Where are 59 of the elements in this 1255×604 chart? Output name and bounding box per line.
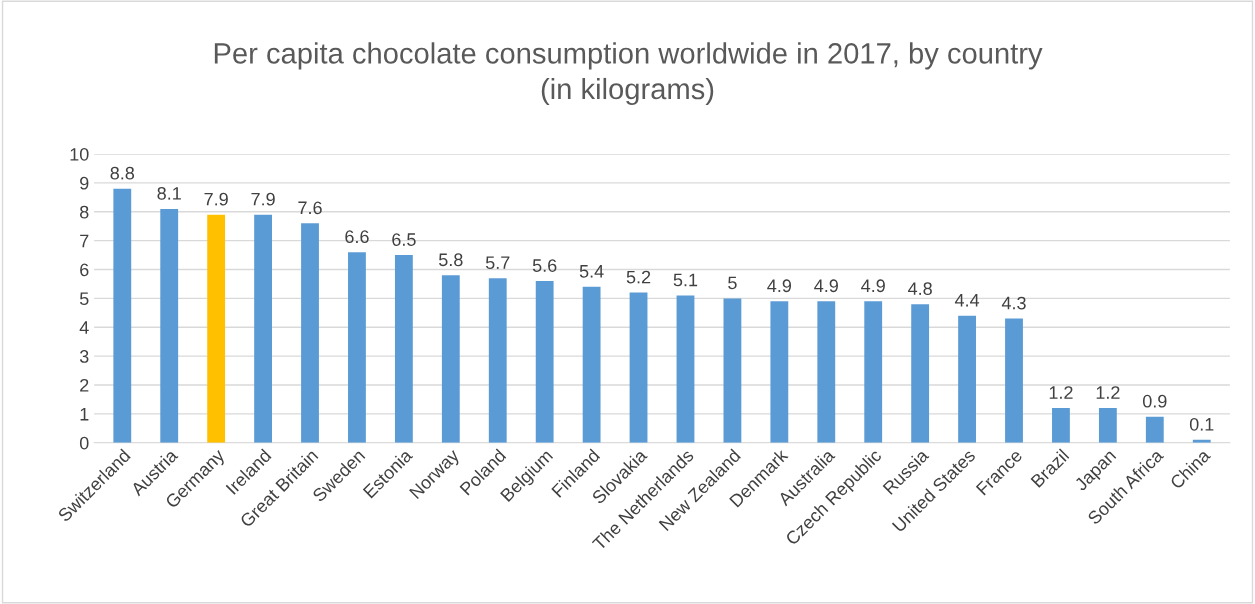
y-tick-label: 10 [70,147,89,161]
bar [207,214,226,443]
data-label: 6.6 [345,230,369,244]
data-label: 1.2 [1049,386,1073,399]
bar [160,208,179,443]
bar [254,214,272,443]
data-label: 5.7 [485,256,510,270]
bar [441,275,460,443]
bar [958,315,976,443]
data-label: 7.9 [251,192,275,206]
y-tick-label: 3 [79,350,89,363]
bar [911,304,930,443]
bar [535,281,554,443]
bar [1005,318,1023,443]
y-tick-label: 0 [79,436,89,450]
data-label: 7.6 [298,201,322,215]
data-label: 0.9 [1142,394,1167,408]
data-label: 4.9 [814,279,838,293]
y-tick-label: 6 [80,263,89,277]
bar [301,223,319,443]
data-label: 8.1 [157,186,181,200]
chart-title: Per capita chocolate consumption worldwide in 2017, by country (in kilograms) [214,42,1043,106]
data-label: 0.1 [1189,417,1214,431]
bar [629,292,648,443]
y-tick-label: 9 [80,176,89,190]
data-label: 4.4 [954,293,980,307]
bar [488,278,507,443]
data-label: 5.1 [673,273,698,287]
bar [1098,408,1117,443]
bar [723,298,742,443]
bar [1052,408,1070,443]
data-label: 5.6 [532,259,557,272]
data-label: 6.5 [392,233,416,246]
y-tick-label: 5 [79,292,89,306]
data-label: 4.9 [767,279,792,293]
y-tick-label: 4 [79,321,89,334]
bar [1145,416,1164,443]
data-label: 8.8 [110,166,135,180]
data-label: 5 [728,276,737,290]
bar [676,295,695,443]
data-label: 5.4 [579,265,604,278]
y-tick-label: 8 [80,205,89,219]
bar [817,301,836,443]
data-label: 4.9 [861,279,885,293]
data-label: 1.2 [1096,386,1120,399]
data-label: 5.8 [438,253,463,267]
y-tick-label: 1 [80,407,89,421]
bar [394,255,413,443]
bar [770,301,789,443]
bar [113,188,132,443]
data-label: 4.8 [908,282,932,296]
data-label: 7.9 [204,192,228,206]
bar [348,252,366,443]
bar [864,301,883,443]
y-tick-label: 7 [80,234,89,248]
y-tick-label: 2 [80,378,89,392]
data-label: 4.3 [1001,296,1026,310]
data-label: 5.2 [626,270,651,284]
bar [582,286,601,443]
